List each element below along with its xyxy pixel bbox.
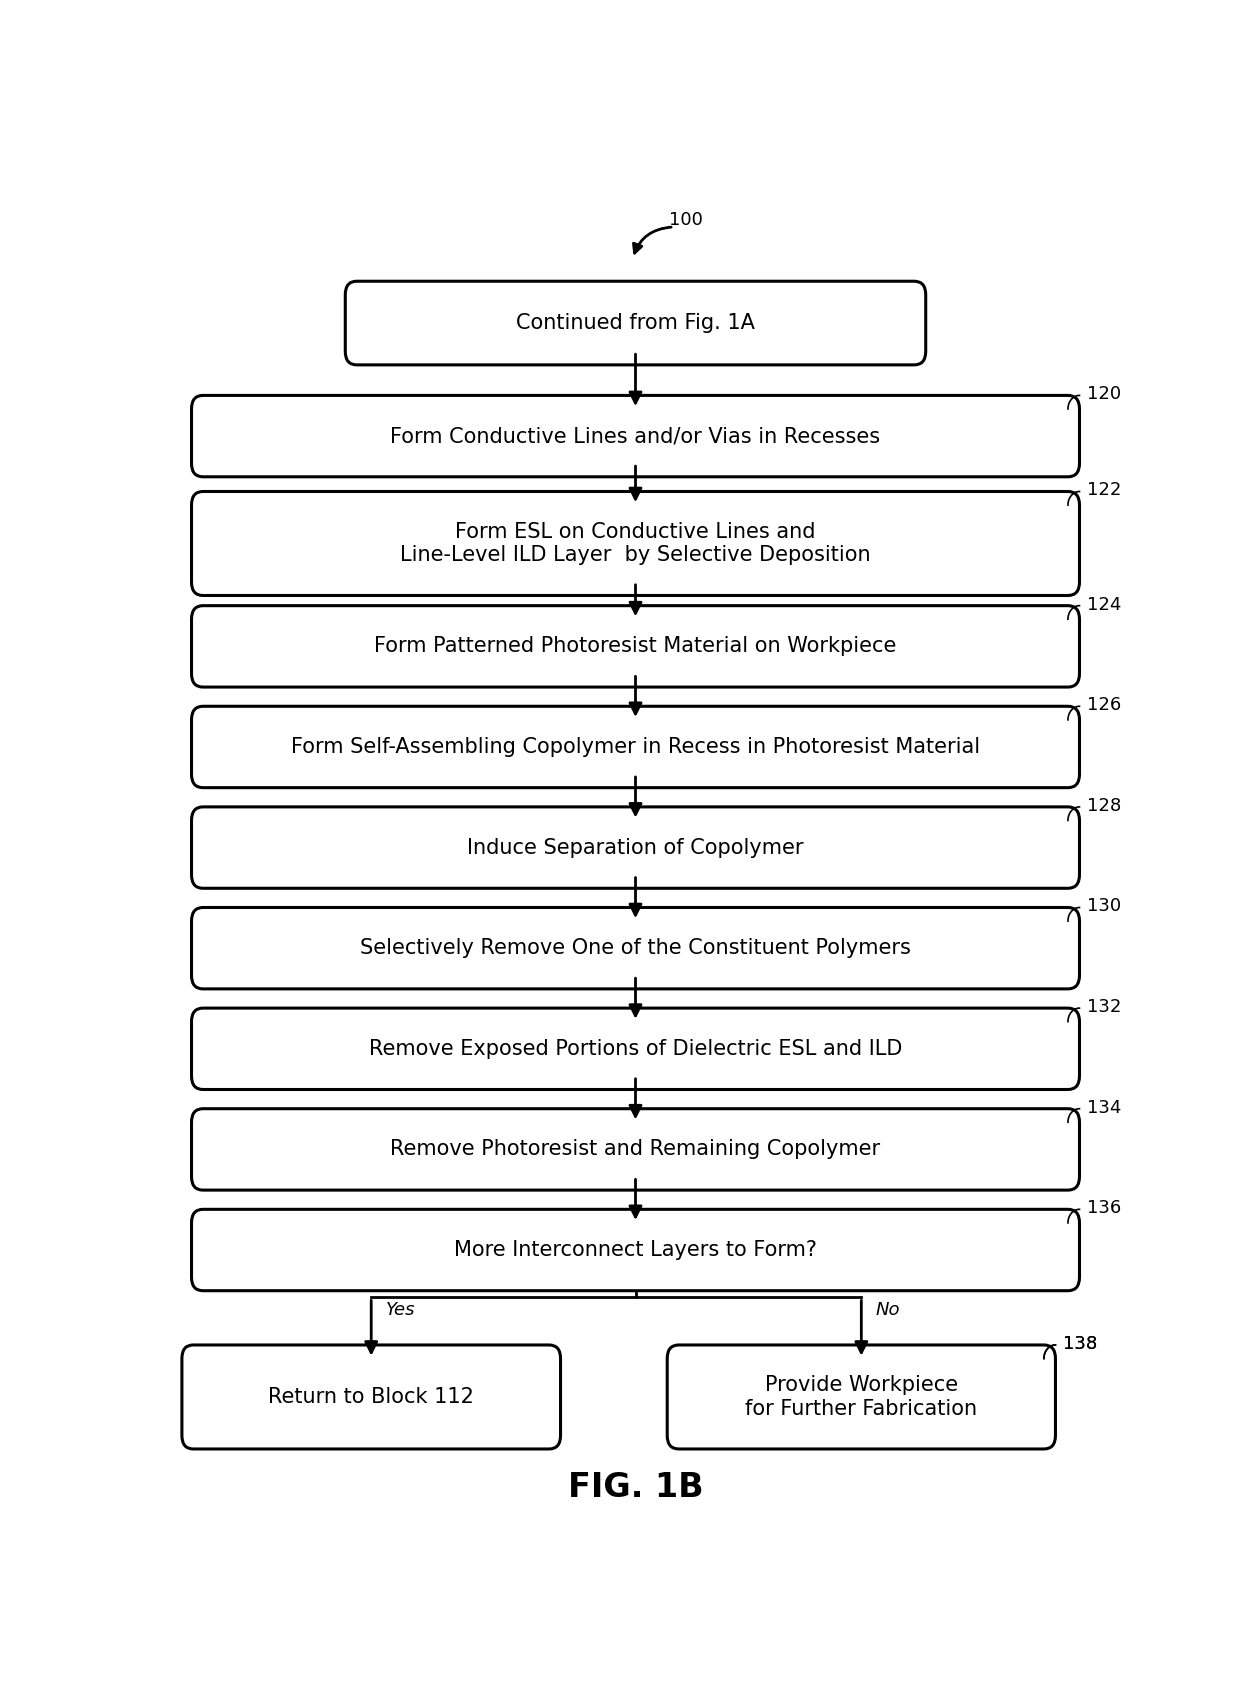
Text: Form ESL on Conductive Lines and
Line-Level ILD Layer  by Selective Deposition: Form ESL on Conductive Lines and Line-Le… — [401, 521, 870, 565]
Text: 134: 134 — [1087, 1098, 1121, 1117]
FancyBboxPatch shape — [191, 807, 1080, 889]
Text: 100: 100 — [670, 211, 703, 230]
Text: Induce Separation of Copolymer: Induce Separation of Copolymer — [467, 838, 804, 858]
Text: Form Patterned Photoresist Material on Workpiece: Form Patterned Photoresist Material on W… — [374, 637, 897, 656]
FancyBboxPatch shape — [667, 1345, 1055, 1449]
Text: 138: 138 — [1063, 1335, 1097, 1352]
FancyBboxPatch shape — [191, 606, 1080, 686]
Text: 128: 128 — [1087, 797, 1121, 814]
FancyBboxPatch shape — [191, 1008, 1080, 1090]
Text: 138: 138 — [1063, 1335, 1097, 1352]
Text: No: No — [875, 1301, 900, 1318]
FancyBboxPatch shape — [182, 1345, 560, 1449]
Text: Provide Workpiece
for Further Fabrication: Provide Workpiece for Further Fabricatio… — [745, 1376, 977, 1419]
FancyBboxPatch shape — [191, 1109, 1080, 1190]
Text: Form Conductive Lines and/or Vias in Recesses: Form Conductive Lines and/or Vias in Rec… — [391, 426, 880, 446]
Text: Remove Photoresist and Remaining Copolymer: Remove Photoresist and Remaining Copolym… — [391, 1139, 880, 1160]
Text: Form Self-Assembling Copolymer in Recess in Photoresist Material: Form Self-Assembling Copolymer in Recess… — [291, 737, 980, 756]
Text: 130: 130 — [1087, 897, 1121, 916]
Text: More Interconnect Layers to Form?: More Interconnect Layers to Form? — [454, 1240, 817, 1260]
Text: 124: 124 — [1087, 596, 1121, 613]
Text: Yes: Yes — [386, 1301, 415, 1318]
FancyBboxPatch shape — [191, 1209, 1080, 1291]
Text: Selectively Remove One of the Constituent Polymers: Selectively Remove One of the Constituen… — [360, 938, 911, 959]
FancyBboxPatch shape — [191, 492, 1080, 596]
Text: 126: 126 — [1087, 697, 1121, 714]
FancyBboxPatch shape — [191, 908, 1080, 989]
Text: FIG. 1B: FIG. 1B — [568, 1471, 703, 1504]
Text: 132: 132 — [1087, 998, 1121, 1017]
Text: Remove Exposed Portions of Dielectric ESL and ILD: Remove Exposed Portions of Dielectric ES… — [368, 1039, 903, 1059]
Text: Continued from Fig. 1A: Continued from Fig. 1A — [516, 313, 755, 334]
Text: Return to Block 112: Return to Block 112 — [268, 1386, 474, 1407]
Text: 120: 120 — [1087, 385, 1121, 404]
FancyBboxPatch shape — [191, 707, 1080, 788]
FancyBboxPatch shape — [345, 281, 926, 364]
Text: 122: 122 — [1087, 482, 1121, 499]
Text: 136: 136 — [1087, 1199, 1121, 1218]
FancyBboxPatch shape — [191, 395, 1080, 477]
